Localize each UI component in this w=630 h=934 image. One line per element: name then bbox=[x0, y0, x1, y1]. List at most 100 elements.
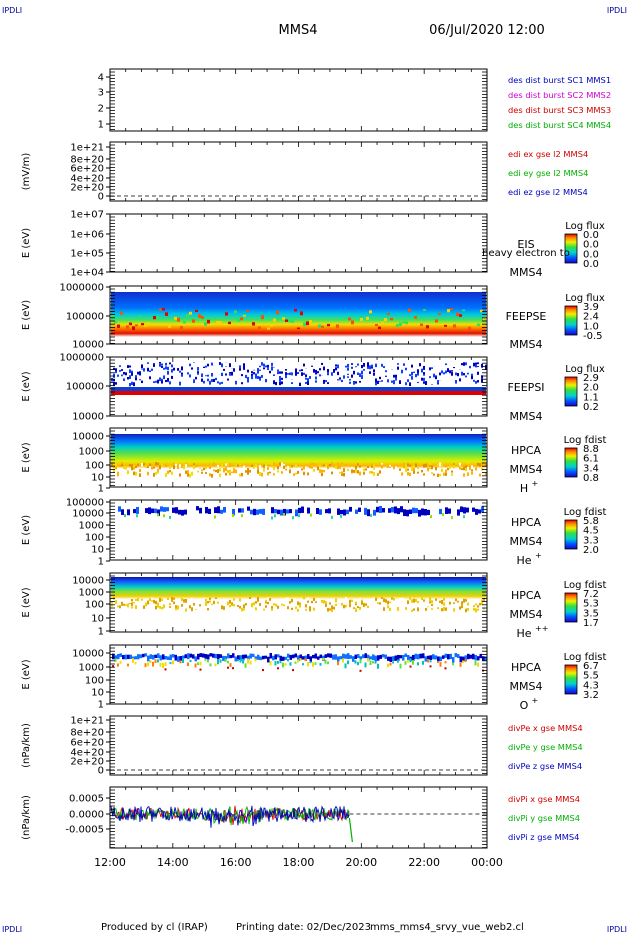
spectrogram-cell bbox=[306, 321, 309, 326]
spectrogram-cell bbox=[347, 381, 349, 385]
spectrogram-cell bbox=[193, 463, 195, 466]
spectrogram-cell bbox=[442, 655, 445, 659]
spectrogram-cell bbox=[165, 362, 167, 366]
spectrogram-cell bbox=[243, 465, 245, 468]
spectrogram-cell bbox=[187, 373, 189, 378]
spectrogram-cell bbox=[321, 472, 323, 477]
spectrogram-cell bbox=[235, 464, 237, 466]
spectrogram-cell bbox=[317, 372, 319, 375]
spectrogram-cell bbox=[155, 600, 157, 605]
spectrogram-cell bbox=[243, 365, 245, 370]
spectrogram-cell bbox=[389, 662, 392, 666]
spectrogram-cell bbox=[301, 379, 303, 383]
spectrogram-cell bbox=[445, 363, 447, 366]
spectrogram-cell bbox=[357, 463, 359, 466]
spectrogram-cell bbox=[311, 371, 313, 375]
spectrogram-cell bbox=[333, 473, 335, 477]
colorbar-tick-label: 3.4 bbox=[583, 463, 599, 474]
spectrogram-cell bbox=[135, 364, 137, 368]
spectrogram-cell bbox=[395, 378, 397, 380]
spectrogram-cell bbox=[225, 312, 228, 316]
spectrogram-cell bbox=[222, 655, 225, 661]
spectrogram-cell bbox=[339, 369, 341, 374]
spectrogram-cell bbox=[239, 376, 241, 379]
spectrogram-cell bbox=[347, 653, 350, 660]
spectrogram-cell bbox=[480, 309, 483, 313]
spectrogram-cell bbox=[337, 661, 339, 666]
spectrogram-cell bbox=[117, 473, 119, 477]
spectrogram-cell bbox=[169, 470, 171, 473]
spectrogram-cell bbox=[375, 606, 377, 609]
spectrogram-cell bbox=[163, 375, 165, 380]
spectrogram-cell bbox=[463, 507, 466, 514]
spectrogram-cell bbox=[179, 370, 181, 373]
spectrogram-cell bbox=[457, 467, 459, 472]
legend-entry: edi ex gse l2 MMS4 bbox=[508, 149, 588, 159]
spectrogram-cell bbox=[423, 372, 425, 375]
spectrogram-cell bbox=[141, 369, 143, 373]
spectrogram-cell bbox=[449, 601, 451, 605]
colorbar-title: Log flux bbox=[565, 364, 605, 375]
spectrogram-cell bbox=[113, 464, 115, 469]
spectrogram-cell bbox=[435, 367, 437, 372]
spectrogram-cell bbox=[175, 507, 178, 514]
spectrogram-cell bbox=[253, 597, 255, 600]
spectrogram-cell bbox=[233, 379, 235, 382]
spectrogram-cell bbox=[286, 509, 289, 514]
spectrogram-cell bbox=[111, 601, 113, 604]
spectrogram-cell bbox=[285, 597, 287, 601]
spectrogram-cell bbox=[298, 507, 301, 514]
spectrogram-cell bbox=[147, 466, 149, 469]
spectrogram-cell bbox=[133, 471, 135, 476]
spectrogram-cell bbox=[391, 380, 393, 383]
spectrogram-cell bbox=[241, 376, 243, 379]
spectrogram-cell bbox=[385, 363, 387, 367]
spectrogram-cell bbox=[227, 470, 229, 474]
spectrogram-cell bbox=[445, 607, 447, 611]
spectrogram-cell bbox=[247, 362, 249, 367]
spectrogram-cell bbox=[407, 379, 409, 383]
spectrogram-cell bbox=[197, 367, 199, 371]
spectrogram-cell bbox=[179, 656, 182, 661]
spectrogram-cell bbox=[439, 662, 442, 667]
spectrogram-cell bbox=[205, 371, 207, 376]
spectrogram-cell bbox=[175, 605, 177, 610]
spectrogram-cell bbox=[405, 607, 407, 610]
spectrogram-cell bbox=[259, 603, 261, 606]
spectrogram-cell bbox=[311, 366, 313, 370]
spectrogram-cell bbox=[252, 653, 255, 657]
spectrogram-cell bbox=[381, 376, 383, 381]
spectrogram-cell bbox=[204, 654, 207, 659]
spectrogram-cell bbox=[443, 472, 445, 476]
spectrogram-cell bbox=[205, 472, 207, 474]
spectrogram-cell bbox=[415, 602, 417, 605]
spectrogram-cell bbox=[123, 603, 125, 606]
spectrogram-cell bbox=[357, 363, 359, 366]
spectrogram-cell bbox=[302, 663, 304, 666]
spectrogram-cell bbox=[323, 605, 325, 608]
spectrogram-cell bbox=[242, 658, 244, 664]
legend-entry: edi ey gse l2 MMS4 bbox=[508, 168, 588, 178]
spectrogram-cell bbox=[431, 380, 433, 384]
spectrogram-cell bbox=[471, 469, 473, 472]
spectrogram-cell bbox=[375, 382, 377, 386]
spectrogram-cell bbox=[390, 317, 393, 321]
spectrogram-cell bbox=[247, 374, 249, 378]
spectrogram-cell bbox=[247, 605, 249, 608]
spectrogram-cell bbox=[434, 655, 437, 660]
instrument-label: HPCA bbox=[511, 661, 542, 674]
spectrogram-cell bbox=[241, 514, 243, 518]
legend-entry: des dist burst SC1 MMS1 bbox=[508, 75, 611, 85]
spectrogram-cell bbox=[272, 655, 275, 661]
spectrogram-cell bbox=[195, 465, 197, 468]
spectrogram-cell bbox=[192, 319, 195, 323]
spectrogram-cell bbox=[277, 365, 279, 370]
spectrogram-cell bbox=[313, 368, 315, 373]
spectrogram-cell bbox=[143, 368, 145, 372]
spectrogram-cell bbox=[147, 655, 150, 662]
spectrogram-cell bbox=[198, 314, 201, 318]
spectrogram-cell bbox=[247, 655, 250, 661]
spectrogram-cell bbox=[204, 322, 207, 326]
spectrogram-cell bbox=[263, 603, 265, 605]
spectrogram-cell bbox=[281, 464, 283, 468]
